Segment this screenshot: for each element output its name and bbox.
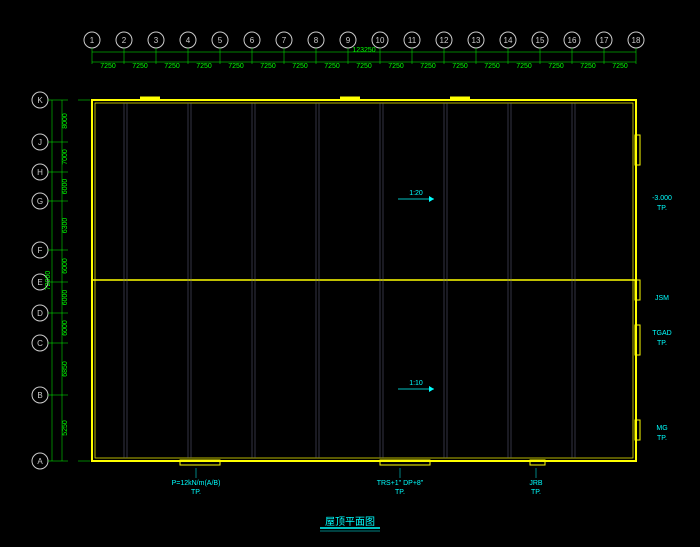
grid-row-label: C (37, 339, 43, 348)
dim-span-label: 6000 (62, 258, 69, 274)
note-bottom: TP. (395, 489, 405, 496)
note-right: -3.000 (652, 195, 672, 202)
note-right: TP. (657, 435, 667, 442)
dim-bay-label: 7250 (452, 63, 468, 70)
slope-label: 1:20 (409, 190, 423, 197)
dim-bay-label: 7250 (228, 63, 244, 70)
grid-col-label: 17 (600, 36, 609, 45)
grid-row-label: A (37, 457, 43, 466)
note-right: JSM (655, 295, 669, 302)
dim-span-label: 6000 (62, 290, 69, 306)
dim-span-label: 6850 (62, 361, 69, 377)
grid-col-label: 9 (346, 36, 351, 45)
dim-total-height: 72000 (45, 271, 52, 291)
grid-col-label: 6 (250, 36, 255, 45)
grid-row-label: B (37, 391, 42, 400)
slope-label: 1:10 (409, 380, 423, 387)
grid-col-label: 3 (154, 36, 159, 45)
grid-col-label: 18 (632, 36, 641, 45)
grid-col-label: 12 (440, 36, 449, 45)
grid-col-label: 14 (504, 36, 513, 45)
grid-col-label: 8 (314, 36, 319, 45)
grid-row-label: E (37, 278, 42, 287)
grid-row-label: F (38, 246, 43, 255)
dim-bay-label: 7250 (420, 63, 436, 70)
dim-bay-label: 7250 (196, 63, 212, 70)
grid-col-label: 1 (90, 36, 95, 45)
dim-bay-label: 7250 (100, 63, 116, 70)
note-right: TP. (657, 340, 667, 347)
dim-bay-label: 7250 (356, 63, 372, 70)
dim-bay-label: 7250 (612, 63, 628, 70)
grid-col-label: 13 (472, 36, 481, 45)
grid-row-label: D (37, 309, 43, 318)
note-bottom: TRS+1" DP+8" (377, 480, 424, 487)
note-bottom: TP. (191, 489, 201, 496)
grid-col-label: 4 (186, 36, 191, 45)
dim-bay-label: 7250 (580, 63, 596, 70)
note-right: TP. (657, 205, 667, 212)
grid-col-label: 10 (376, 36, 385, 45)
grid-row-label: G (37, 197, 43, 206)
note-right: MG (656, 425, 667, 432)
note-bottom: JRB (529, 480, 543, 487)
canvas-bg (0, 0, 700, 547)
dim-span-label: 5250 (62, 420, 69, 436)
note-bottom: P=12kN/m(A/B) (172, 480, 221, 487)
grid-row-label: K (37, 96, 43, 105)
grid-col-label: 7 (282, 36, 287, 45)
drawing-title: 屋顶平面图 (325, 516, 375, 528)
grid-row-label: J (38, 138, 42, 147)
dim-bay-label: 7250 (260, 63, 276, 70)
dim-bay-label: 7250 (324, 63, 340, 70)
dim-span-label: 6000 (62, 179, 69, 195)
dim-span-label: 8000 (62, 113, 69, 129)
dim-bay-label: 7250 (292, 63, 308, 70)
dim-span-label: 7000 (62, 149, 69, 165)
grid-row-label: H (37, 168, 43, 177)
grid-col-label: 5 (218, 36, 223, 45)
dim-span-label: 6000 (62, 320, 69, 336)
cad-drawing: 1234567891011121314151617181232507250725… (0, 0, 700, 547)
grid-col-label: 16 (568, 36, 577, 45)
dim-total-width: 123250 (352, 47, 375, 54)
dim-bay-label: 7250 (164, 63, 180, 70)
dim-span-label: 6300 (62, 218, 69, 234)
grid-col-label: 15 (536, 36, 545, 45)
dim-bay-label: 7250 (484, 63, 500, 70)
dim-bay-label: 7250 (132, 63, 148, 70)
dim-bay-label: 7250 (516, 63, 532, 70)
dim-bay-label: 7250 (548, 63, 564, 70)
grid-col-label: 2 (122, 36, 127, 45)
dim-bay-label: 7250 (388, 63, 404, 70)
grid-col-label: 11 (408, 36, 417, 45)
note-right: TGAD (652, 330, 671, 337)
note-bottom: TP. (531, 489, 541, 496)
